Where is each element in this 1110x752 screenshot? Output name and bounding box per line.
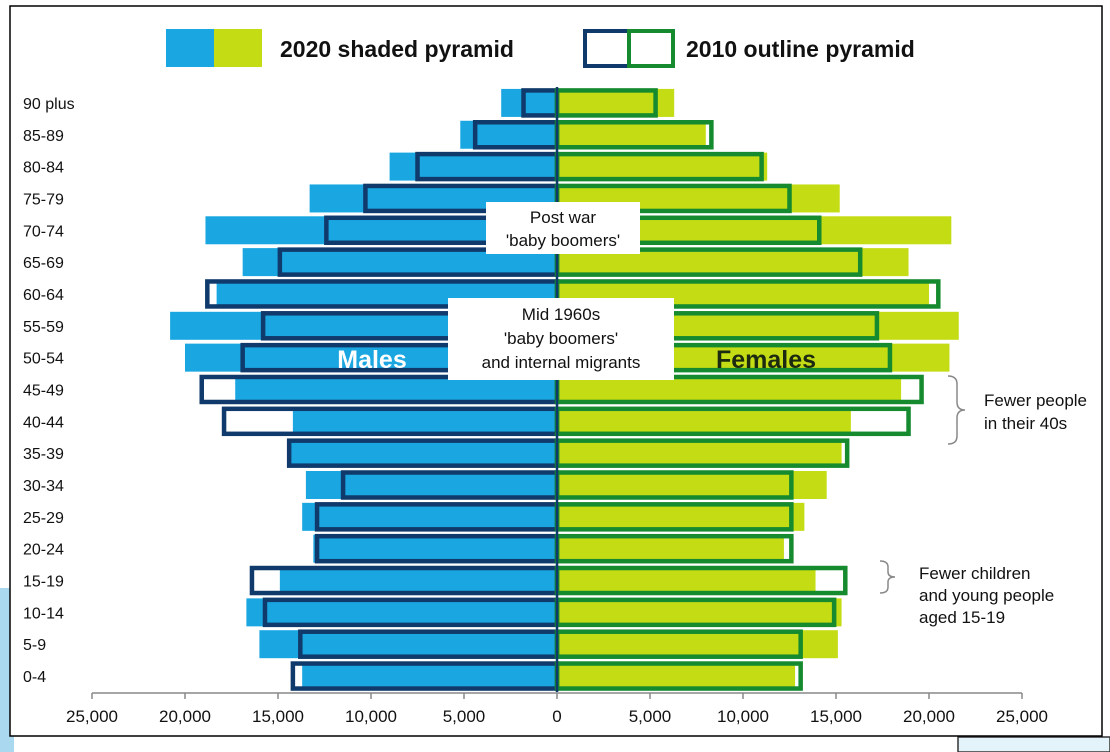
corner-box — [957, 736, 1110, 752]
legend-swatch-2020-male — [166, 29, 214, 67]
x-tick-label: 5,000 — [443, 707, 486, 726]
legend-swatch-2020-female — [214, 29, 262, 67]
annotation-forties-line1: Fewer people — [984, 391, 1087, 410]
bar-2020-female-15-19 — [557, 566, 816, 595]
bar-2020-male-90-plus — [501, 88, 557, 117]
bar-2020-female-85-89 — [557, 120, 706, 149]
age-label-80-84: 80-84 — [23, 160, 64, 177]
x-tick-label: 25,000 — [66, 707, 118, 726]
x-tick-label: 5,000 — [629, 707, 672, 726]
age-label-90-plus: 90 plus — [23, 96, 75, 113]
bar-2020-male-10-14 — [246, 598, 557, 627]
legend-label-2020: 2020 shaded pyramid — [280, 36, 514, 62]
label-females: Females — [716, 346, 816, 374]
annotation-post-war-line1: Post war — [530, 208, 596, 227]
annotation-children: Fewer children and young people aged 15-… — [879, 560, 1054, 627]
bar-2020-female-30-34 — [557, 471, 827, 499]
annotation-children-line2: and young people — [919, 586, 1054, 605]
age-label-0-4: 0-4 — [23, 669, 46, 686]
age-label-50-54: 50-54 — [23, 351, 64, 368]
age-label-30-34: 30-34 — [23, 478, 64, 495]
annotation-post-war-box — [486, 202, 640, 254]
age-label-5-9: 5-9 — [23, 637, 46, 654]
annotation-forties: Fewer people in their 40s — [947, 375, 1087, 445]
bar-2020-female-40-44 — [557, 407, 851, 436]
annotation-children-line3: aged 15-19 — [919, 608, 1005, 627]
bar-2020-male-25-29 — [302, 502, 557, 531]
bracket-children — [879, 560, 896, 594]
x-tick-label: 15,000 — [252, 707, 304, 726]
age-label-35-39: 35-39 — [23, 446, 64, 463]
bar-2020-male-30-34 — [305, 471, 557, 499]
x-tick-label: 20,000 — [159, 707, 211, 726]
age-label-10-14: 10-14 — [23, 605, 64, 622]
age-label-60-64: 60-64 — [23, 287, 64, 304]
bar-2020-female-45-49 — [557, 375, 902, 404]
bar-2020-female-10-14 — [557, 598, 842, 627]
bar-2020-male-80-84 — [389, 152, 557, 181]
legend: 2020 shaded pyramid 2010 outline pyramid — [166, 29, 915, 68]
bracket-forties — [947, 375, 966, 445]
annotation-post-war-line2: 'baby boomers' — [506, 231, 620, 250]
x-tick-label: 15,000 — [810, 707, 862, 726]
bar-2020-male-45-49 — [235, 375, 557, 404]
annotation-post-war: Post war 'baby boomers' — [486, 202, 640, 254]
x-tick-label: 10,000 — [345, 707, 397, 726]
age-label-55-59: 55-59 — [23, 319, 64, 336]
bar-2020-male-35-39 — [291, 439, 557, 468]
outline-bars-2010 — [199, 87, 941, 692]
annotation-mid-1960s: Mid 1960s 'baby boomers' and internal mi… — [448, 298, 674, 380]
age-label-75-79: 75-79 — [23, 191, 64, 208]
legend-swatch-2010-female — [627, 29, 675, 68]
bar-2020-female-5-9 — [557, 630, 838, 659]
age-label-45-49: 45-49 — [23, 382, 64, 399]
bar-2020-male-20-24 — [313, 534, 557, 563]
age-label-15-19: 15-19 — [23, 574, 64, 591]
annotation-mid-1960s-line1: Mid 1960s — [522, 305, 600, 324]
shaded-bars-2020 — [170, 88, 959, 691]
annotation-mid-1960s-line2: 'baby boomers' — [504, 329, 618, 348]
age-label-70-74: 70-74 — [23, 223, 64, 240]
annotation-mid-1960s-box — [448, 298, 674, 380]
annotation-forties-line2: in their 40s — [984, 414, 1067, 433]
x-tick-label: 25,000 — [996, 707, 1048, 726]
bar-2020-male-5-9 — [259, 630, 557, 659]
bar-2020-male-15-19 — [279, 566, 557, 595]
bar-2020-male-40-44 — [292, 407, 557, 436]
bar-2020-male-0-4 — [302, 662, 557, 691]
label-males: Males — [337, 346, 406, 374]
legend-label-2010: 2010 outline pyramid — [686, 36, 915, 62]
bar-2020-female-0-4 — [557, 662, 796, 691]
bar-2020-female-35-39 — [557, 439, 842, 468]
bar-2020-female-80-84 — [557, 152, 768, 181]
age-label-20-24: 20-24 — [23, 542, 64, 559]
x-tick-label: 10,000 — [717, 707, 769, 726]
age-label-25-29: 25-29 — [23, 510, 64, 527]
x-axis: 25,000 20,000 15,000 10,000 5,000 0 5,000 10,00… — [66, 692, 1048, 726]
age-label-40-44: 40-44 — [23, 414, 64, 431]
age-group-labels: 90 plus 85-89 80-84 75-79 70-74 65-69 60-64 55-… — [23, 96, 75, 686]
x-tick-label: 0 — [552, 707, 561, 726]
annotation-mid-1960s-line3: and internal migrants — [482, 353, 641, 372]
bar-2020-female-20-24 — [557, 534, 784, 563]
x-tick-label: 20,000 — [903, 707, 955, 726]
age-label-65-69: 65-69 — [23, 255, 64, 272]
annotation-children-line1: Fewer children — [919, 564, 1031, 583]
bar-2020-female-25-29 — [557, 502, 805, 531]
age-label-85-89: 85-89 — [23, 128, 64, 145]
